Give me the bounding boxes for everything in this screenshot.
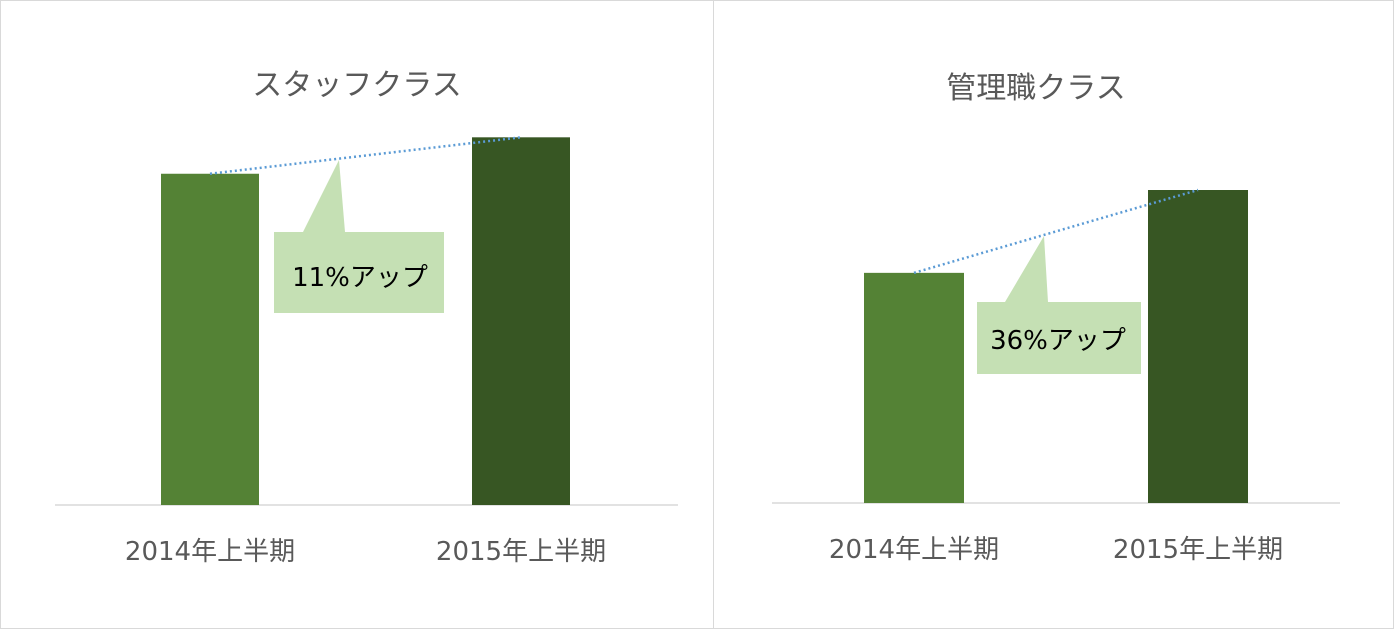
callout-box xyxy=(274,160,444,313)
bars-group xyxy=(864,190,1248,503)
chart-panel-staff xyxy=(0,0,714,629)
chart-management: 管理職クラス 36%アップ 2014年上半期 2015年上半期 xyxy=(772,71,1340,565)
bars-group xyxy=(161,137,570,505)
x-tick-label: 2015年上半期 xyxy=(436,537,606,567)
bar-2014年上半期 xyxy=(864,272,964,503)
callout-label: 36%アップ xyxy=(990,326,1126,356)
x-tick-label: 2014年上半期 xyxy=(125,537,295,567)
bar-2014年上半期 xyxy=(161,173,259,505)
x-tick-label: 2014年上半期 xyxy=(829,535,999,565)
trend-line xyxy=(209,136,522,175)
bar-2015年上半期 xyxy=(1148,190,1248,503)
x-tick-label: 2015年上半期 xyxy=(1113,535,1283,565)
chart-staff: スタッフクラス 11%アップ 2014年上半期 2015年上半期 xyxy=(55,68,678,567)
bar-2015年上半期 xyxy=(472,137,570,505)
callout-box xyxy=(977,236,1141,374)
chart-title: スタッフクラス xyxy=(252,68,461,103)
callout-label: 11%アップ xyxy=(292,263,428,293)
trend-line xyxy=(913,188,1199,275)
chart-title: 管理職クラス xyxy=(946,71,1125,106)
